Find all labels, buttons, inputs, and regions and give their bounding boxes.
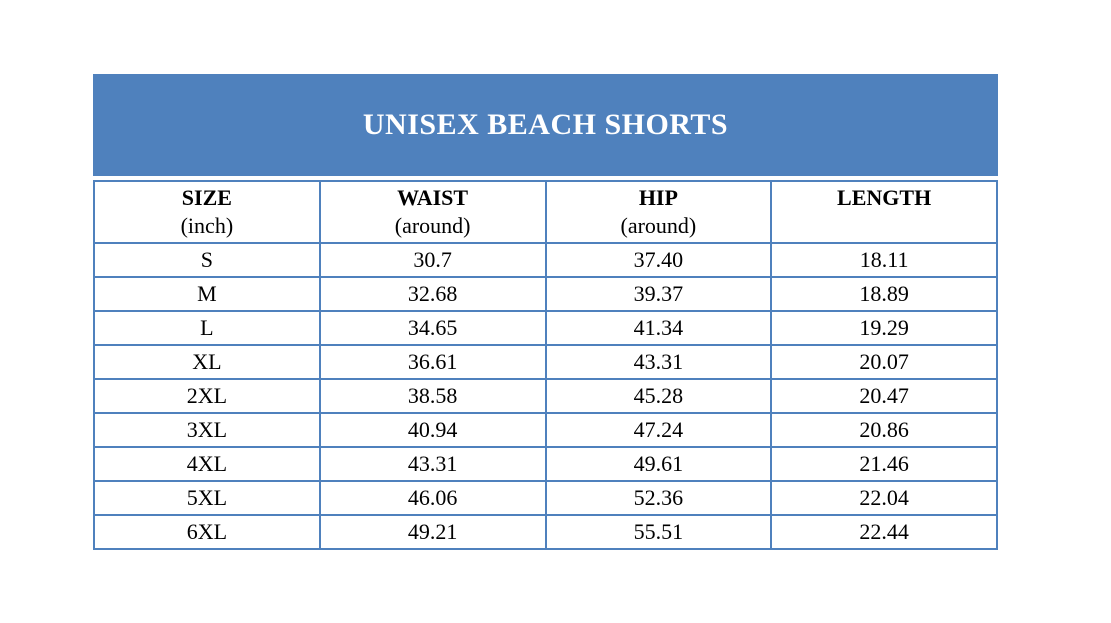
table-row: 4XL 43.31 49.61 21.46	[93, 446, 998, 482]
title-banner: UNISEX BEACH SHORTS	[93, 74, 998, 176]
cell-hip: 45.28	[544, 378, 773, 414]
table-row: XL 36.61 43.31 20.07	[93, 344, 998, 380]
table-row: 5XL 46.06 52.36 22.04	[93, 480, 998, 516]
cell-size: L	[93, 310, 321, 346]
table-row: S 30.7 37.40 18.11	[93, 242, 998, 278]
cell-hip: 55.51	[544, 514, 773, 550]
page-title: UNISEX BEACH SHORTS	[362, 108, 729, 141]
column-sublabel: (inch)	[180, 213, 234, 238]
column-sublabel	[773, 212, 995, 239]
cell-length: 18.11	[770, 242, 998, 278]
column-header-hip: HIP (around)	[544, 180, 773, 244]
table-row: 2XL 38.58 45.28 20.47	[93, 378, 998, 414]
cell-hip: 43.31	[544, 344, 773, 380]
size-chart-sheet: UNISEX BEACH SHORTS SIZE (inch) WAIST (a…	[93, 74, 998, 550]
header-row: SIZE (inch) WAIST (around) HIP (around) …	[93, 180, 998, 244]
size-chart-table: SIZE (inch) WAIST (around) HIP (around) …	[93, 180, 998, 550]
cell-length: 22.04	[770, 480, 998, 516]
table-row: M 32.68 39.37 18.89	[93, 276, 998, 312]
column-header-waist: WAIST (around)	[318, 180, 547, 244]
cell-waist: 30.7	[318, 242, 547, 278]
cell-waist: 32.68	[318, 276, 547, 312]
cell-hip: 39.37	[544, 276, 773, 312]
cell-length: 19.29	[770, 310, 998, 346]
cell-size: 2XL	[93, 378, 321, 414]
cell-hip: 37.40	[544, 242, 773, 278]
cell-length: 21.46	[770, 446, 998, 482]
cell-waist: 40.94	[318, 412, 547, 448]
cell-length: 18.89	[770, 276, 998, 312]
cell-size: 3XL	[93, 412, 321, 448]
column-label: WAIST	[397, 185, 469, 210]
cell-length: 20.86	[770, 412, 998, 448]
column-label: HIP	[638, 185, 678, 210]
column-sublabel: (around)	[394, 213, 471, 238]
cell-length: 20.07	[770, 344, 998, 380]
cell-size: M	[93, 276, 321, 312]
column-label: LENGTH	[837, 185, 932, 210]
cell-waist: 38.58	[318, 378, 547, 414]
table-row: 3XL 40.94 47.24 20.86	[93, 412, 998, 448]
cell-waist: 34.65	[318, 310, 547, 346]
cell-length: 22.44	[770, 514, 998, 550]
cell-size: 6XL	[93, 514, 321, 550]
column-header-length: LENGTH	[770, 180, 998, 244]
column-header-size: SIZE (inch)	[93, 180, 321, 244]
table-row: L 34.65 41.34 19.29	[93, 310, 998, 346]
table-row: 6XL 49.21 55.51 22.44	[93, 514, 998, 550]
cell-size: S	[93, 242, 321, 278]
cell-waist: 43.31	[318, 446, 547, 482]
cell-hip: 41.34	[544, 310, 773, 346]
cell-size: XL	[93, 344, 321, 380]
cell-hip: 49.61	[544, 446, 773, 482]
cell-waist: 46.06	[318, 480, 547, 516]
cell-hip: 52.36	[544, 480, 773, 516]
cell-waist: 49.21	[318, 514, 547, 550]
column-sublabel: (around)	[620, 213, 697, 238]
cell-length: 20.47	[770, 378, 998, 414]
cell-hip: 47.24	[544, 412, 773, 448]
cell-size: 4XL	[93, 446, 321, 482]
column-label: SIZE	[181, 185, 232, 210]
cell-waist: 36.61	[318, 344, 547, 380]
cell-size: 5XL	[93, 480, 321, 516]
